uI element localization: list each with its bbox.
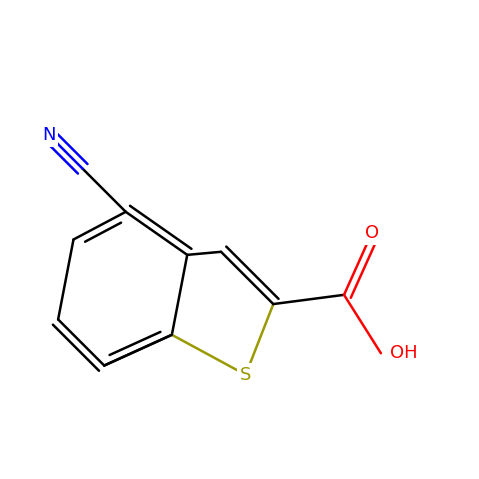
Text: N: N — [42, 126, 56, 144]
Text: O: O — [365, 224, 379, 242]
Text: OH: OH — [390, 344, 418, 362]
Text: S: S — [240, 366, 251, 384]
